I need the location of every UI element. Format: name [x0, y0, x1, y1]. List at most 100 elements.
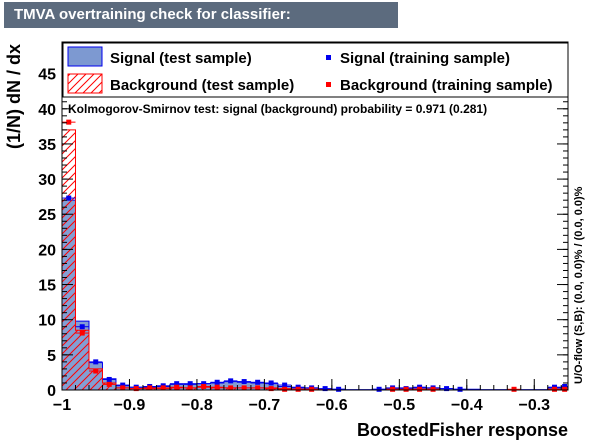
background-train-point-marker — [133, 386, 139, 392]
y-tick-label: 45 — [38, 67, 56, 84]
signal-train-point-marker — [282, 382, 288, 388]
x-tick-label: −0.8 — [181, 397, 213, 414]
y-tick-label: 40 — [38, 102, 56, 119]
signal-train-point — [561, 383, 568, 389]
y-tick-label: 0 — [47, 383, 56, 400]
y-tick-label: 15 — [38, 278, 56, 295]
signal-train-point — [223, 378, 238, 384]
signal-train-point-marker — [444, 386, 450, 392]
background-train-point-marker — [228, 385, 234, 391]
signal-train-point — [62, 195, 76, 201]
background-train-point — [129, 386, 143, 392]
background-train-point-marker — [417, 386, 423, 392]
background-train-point — [102, 381, 116, 387]
background-train-point — [75, 330, 89, 336]
background-train-point — [210, 384, 224, 390]
background-train-point — [412, 386, 427, 392]
y-axis-label: (1/N) dN / dx — [4, 44, 24, 149]
x-tick-label: −0.6 — [316, 397, 348, 414]
signal-train-point — [277, 382, 292, 388]
background-train-point-marker — [295, 386, 301, 392]
signal-train-point — [318, 386, 332, 392]
background-train-point — [156, 385, 170, 391]
background-test-bar — [62, 129, 76, 390]
signal-train-point-marker — [268, 380, 274, 386]
background-train-point-marker — [562, 386, 568, 392]
signal-train-point-marker — [106, 376, 112, 382]
background-train-point-marker — [160, 385, 166, 391]
x-tick-label: −0.5 — [384, 397, 416, 414]
x-tick-label: −0.7 — [249, 397, 281, 414]
y-tick-label: 30 — [38, 172, 56, 189]
signal-train-point — [237, 379, 251, 385]
plot-frame — [61, 41, 569, 391]
background-train-point-marker — [187, 385, 193, 391]
background-train-point-marker — [552, 386, 558, 392]
background-train-point-marker — [66, 119, 72, 125]
signal-train-point-marker — [174, 381, 180, 387]
signal-train-point — [183, 381, 197, 387]
background-train-point — [237, 385, 251, 391]
axis-layer: −1 −0.9 −0.8 −0.7 −0.6 −0.5 −0.4 −0.3 0 5 10 15 20 25… — [38, 41, 569, 414]
legend-box — [62, 42, 569, 98]
background-train-point-marker — [430, 386, 436, 392]
background-train-point-marker — [282, 386, 288, 392]
legend-background-test-swatch — [67, 73, 103, 94]
background-train-point-marker — [120, 385, 126, 391]
signal-train-point — [88, 359, 103, 365]
x-axis-label: BoostedFisher response — [357, 420, 568, 440]
x-tick-label: −0.4 — [451, 397, 483, 414]
background-train-point — [250, 385, 265, 391]
ks-test-annotation: Kolmogorov-Smirnov test: signal (backgro… — [68, 102, 487, 116]
signal-train-point — [102, 376, 116, 382]
signal-train-point-marker — [322, 386, 328, 392]
background-train-point-marker — [201, 383, 207, 389]
background-train-point — [115, 385, 130, 391]
signal-train-point-marker — [228, 378, 234, 384]
background-train-point — [399, 386, 413, 392]
background-train-point — [62, 119, 76, 125]
signal-train-point-marker — [336, 386, 342, 392]
background-train-point — [547, 386, 562, 392]
x-tick-label: −0.9 — [114, 397, 146, 414]
signal-train-point — [250, 379, 265, 385]
background-train-point-marker — [268, 386, 274, 392]
background-train-point — [277, 386, 292, 392]
legend-signal-test-swatch — [67, 46, 103, 67]
signal-train-point-marker — [201, 381, 207, 387]
background-train-point-marker — [390, 386, 396, 392]
background-train-point — [223, 385, 238, 391]
signal-train-point — [372, 386, 386, 392]
signal-train-point-marker — [376, 386, 382, 392]
background-train-point-marker — [93, 368, 99, 374]
legend-background-train-marker — [326, 82, 331, 87]
signal-train-point — [196, 381, 211, 387]
background-train-point — [561, 386, 568, 392]
legend: Signal (test sample) Background (test sa… — [62, 42, 569, 98]
signal-train-point-marker — [241, 379, 247, 385]
x-tick-label: −0.3 — [518, 397, 550, 414]
signal-train-point-marker — [187, 381, 193, 387]
signal-train-point — [453, 386, 467, 392]
background-train-point — [142, 385, 157, 391]
x-tick-label: −1 — [53, 397, 71, 414]
signal-train-point-marker — [66, 195, 72, 201]
background-train-point — [385, 386, 400, 392]
signal-train-point-marker — [120, 382, 126, 388]
y-tick-label: 5 — [47, 348, 56, 365]
signal-train-point-marker — [255, 379, 261, 385]
overflow-side-label: U/O-flow (S,B): (0.0, 0.0)% / (0.0, 0.0)… — [573, 186, 585, 384]
background-train-point — [304, 386, 319, 392]
background-train-point-marker — [511, 386, 517, 392]
signal-train-point-marker — [457, 386, 463, 392]
plot-area — [62, 42, 568, 390]
signal-train-point — [75, 324, 89, 330]
background-train-point-marker — [214, 384, 220, 390]
y-tick-label: 10 — [38, 313, 56, 330]
signal-train-point-marker — [562, 383, 568, 389]
legend-signal-train-marker — [326, 55, 331, 60]
legend-signal-train-label: Signal (training sample) — [340, 50, 510, 67]
background-train-point-marker — [106, 381, 112, 387]
background-test-bar — [75, 330, 89, 390]
legend-background-test-label: Background (test sample) — [110, 77, 294, 94]
